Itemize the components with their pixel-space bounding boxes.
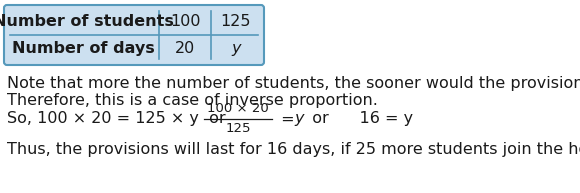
FancyBboxPatch shape bbox=[4, 5, 264, 65]
Text: So, 100 × 20 = 125 × y  or: So, 100 × 20 = 125 × y or bbox=[7, 112, 236, 126]
Text: 20: 20 bbox=[175, 41, 195, 56]
Text: =: = bbox=[276, 112, 300, 126]
Text: Note that more the number of students, the sooner would the provisions exhaust.: Note that more the number of students, t… bbox=[7, 76, 580, 91]
Text: or      16 = y: or 16 = y bbox=[302, 112, 413, 126]
Text: Therefore, this is a case of inverse proportion.: Therefore, this is a case of inverse pro… bbox=[7, 93, 378, 108]
Text: 100 × 20: 100 × 20 bbox=[207, 102, 269, 115]
Text: 125: 125 bbox=[221, 14, 251, 29]
Text: 100: 100 bbox=[170, 14, 200, 29]
Text: y: y bbox=[231, 41, 241, 56]
Text: y: y bbox=[294, 112, 303, 126]
Text: Thus, the provisions will last for 16 days, if 25 more students join the hostel.: Thus, the provisions will last for 16 da… bbox=[7, 142, 580, 157]
Text: Number of days: Number of days bbox=[12, 41, 154, 56]
Text: 125: 125 bbox=[225, 123, 251, 135]
Text: Number of students: Number of students bbox=[0, 14, 173, 29]
